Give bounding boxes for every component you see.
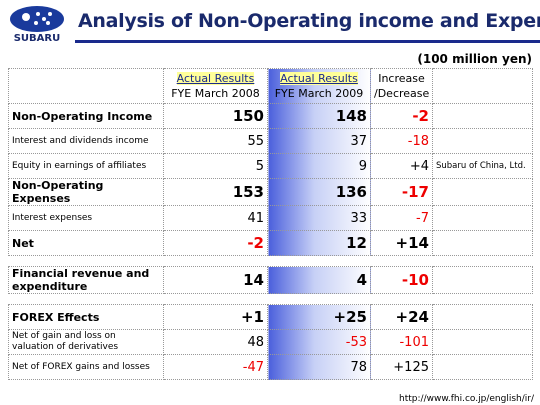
cell: 12 (267, 230, 371, 256)
cell: 55 (163, 128, 268, 154)
header-cell (8, 68, 164, 104)
cell (432, 329, 533, 355)
cell: 153 (163, 178, 268, 206)
cell: 14 (163, 266, 268, 294)
header-line: FYE March 2009 (274, 87, 364, 100)
header-line: FYE March 2008 (171, 87, 260, 100)
gap-cell (432, 293, 533, 305)
cell: -2 (370, 103, 433, 129)
cell: +14 (370, 230, 433, 256)
gap-row (8, 255, 533, 267)
cell: 41 (163, 205, 268, 231)
row-label: Interest expenses (8, 205, 164, 231)
header-cell (432, 68, 533, 104)
cell: 5 (163, 153, 268, 179)
cell: -7 (370, 205, 433, 231)
cell: 4 (267, 266, 371, 294)
row: Non-Operating Expenses 153 136 -17 (8, 178, 533, 206)
cell: 48 (163, 329, 268, 355)
cell: -53 (267, 329, 371, 355)
cell: 78 (267, 354, 371, 380)
gap-cell (370, 255, 433, 267)
cell: -2 (163, 230, 268, 256)
logo: SUBARU (10, 6, 64, 44)
cell: 37 (267, 128, 371, 154)
cell: 33 (267, 205, 371, 231)
row: Interest and dividends income 55 37 -18 (8, 128, 533, 154)
footer-url: http://www.fhi.co.jp/english/ir/ (399, 394, 534, 404)
table: Actual Results FYE March 2008 Actual Resul… (8, 68, 533, 380)
row: Financial revenue and expenditure 14 4 -10 (8, 266, 533, 294)
cell: +24 (370, 304, 433, 330)
cell: 150 (163, 103, 268, 129)
cell: 136 (267, 178, 371, 206)
row-label: Net of FOREX gains and losses (8, 354, 164, 380)
gap-cell (267, 255, 371, 267)
cell (432, 103, 533, 129)
title-rule (75, 40, 540, 43)
row-label: Non-Operating Expenses (8, 178, 164, 206)
row: Non-Operating Income 150 148 -2 (8, 103, 533, 129)
row-label: Net of gain and loss on valuation of der… (8, 329, 164, 355)
header-cell: Actual Results FYE March 2008 (163, 68, 268, 104)
row-label: FOREX Effects (8, 304, 164, 330)
row-label: Non-Operating Income (8, 103, 164, 129)
cell (432, 230, 533, 256)
cell: +4 (370, 153, 433, 179)
cell: +1 (163, 304, 268, 330)
gap-cell (8, 293, 164, 305)
cell: 9 (267, 153, 371, 179)
cell: -101 (370, 329, 433, 355)
gap-cell (163, 293, 268, 305)
gap-cell (370, 293, 433, 305)
cell (432, 266, 533, 294)
cell (432, 354, 533, 380)
row-label: Interest and dividends income (8, 128, 164, 154)
cell (432, 205, 533, 231)
title: Analysis of Non-Operating income and Exp… (78, 10, 540, 32)
gap-cell (432, 255, 533, 267)
cell: -18 (370, 128, 433, 154)
gap-row (8, 293, 533, 305)
row: Net of FOREX gains and losses -47 78 +125 (8, 354, 533, 380)
row: Interest expenses 41 33 -7 (8, 205, 533, 231)
header-line: /Decrease (374, 87, 430, 100)
row: Equity in earnings of affiliates 5 9 +4 Suba… (8, 153, 533, 179)
gap-cell (267, 293, 371, 305)
header-cell: Increase/Decrease (370, 68, 433, 104)
row: Net -2 12 +14 (8, 230, 533, 256)
cell: -17 (370, 178, 433, 206)
gap-cell (8, 255, 164, 267)
header-row: Actual Results FYE March 2008 Actual Resul… (8, 68, 533, 104)
unit: (100 million yen) (417, 52, 532, 66)
cell: -10 (370, 266, 433, 294)
header-cell: Actual Results FYE March 2009 (267, 68, 371, 104)
header-line: Actual Results (176, 72, 255, 85)
cell: 148 (267, 103, 371, 129)
cell: -47 (163, 354, 268, 380)
cell (432, 304, 533, 330)
cell (432, 128, 533, 154)
row-label: Equity in earnings of affiliates (8, 153, 164, 179)
cell: Subaru of China, Ltd. (432, 153, 533, 179)
row: FOREX Effects +1 +25 +24 (8, 304, 533, 330)
header-line: Actual Results (280, 72, 358, 85)
cell: +25 (267, 304, 371, 330)
header-line: Increase (378, 72, 425, 85)
row: Net of gain and loss on valuation of der… (8, 329, 533, 355)
gap-cell (163, 255, 268, 267)
row-label: Net (8, 230, 164, 256)
row-label: Financial revenue and expenditure (8, 266, 164, 294)
cell (432, 178, 533, 206)
cell: +125 (370, 354, 433, 380)
brand: SUBARU (14, 33, 61, 44)
